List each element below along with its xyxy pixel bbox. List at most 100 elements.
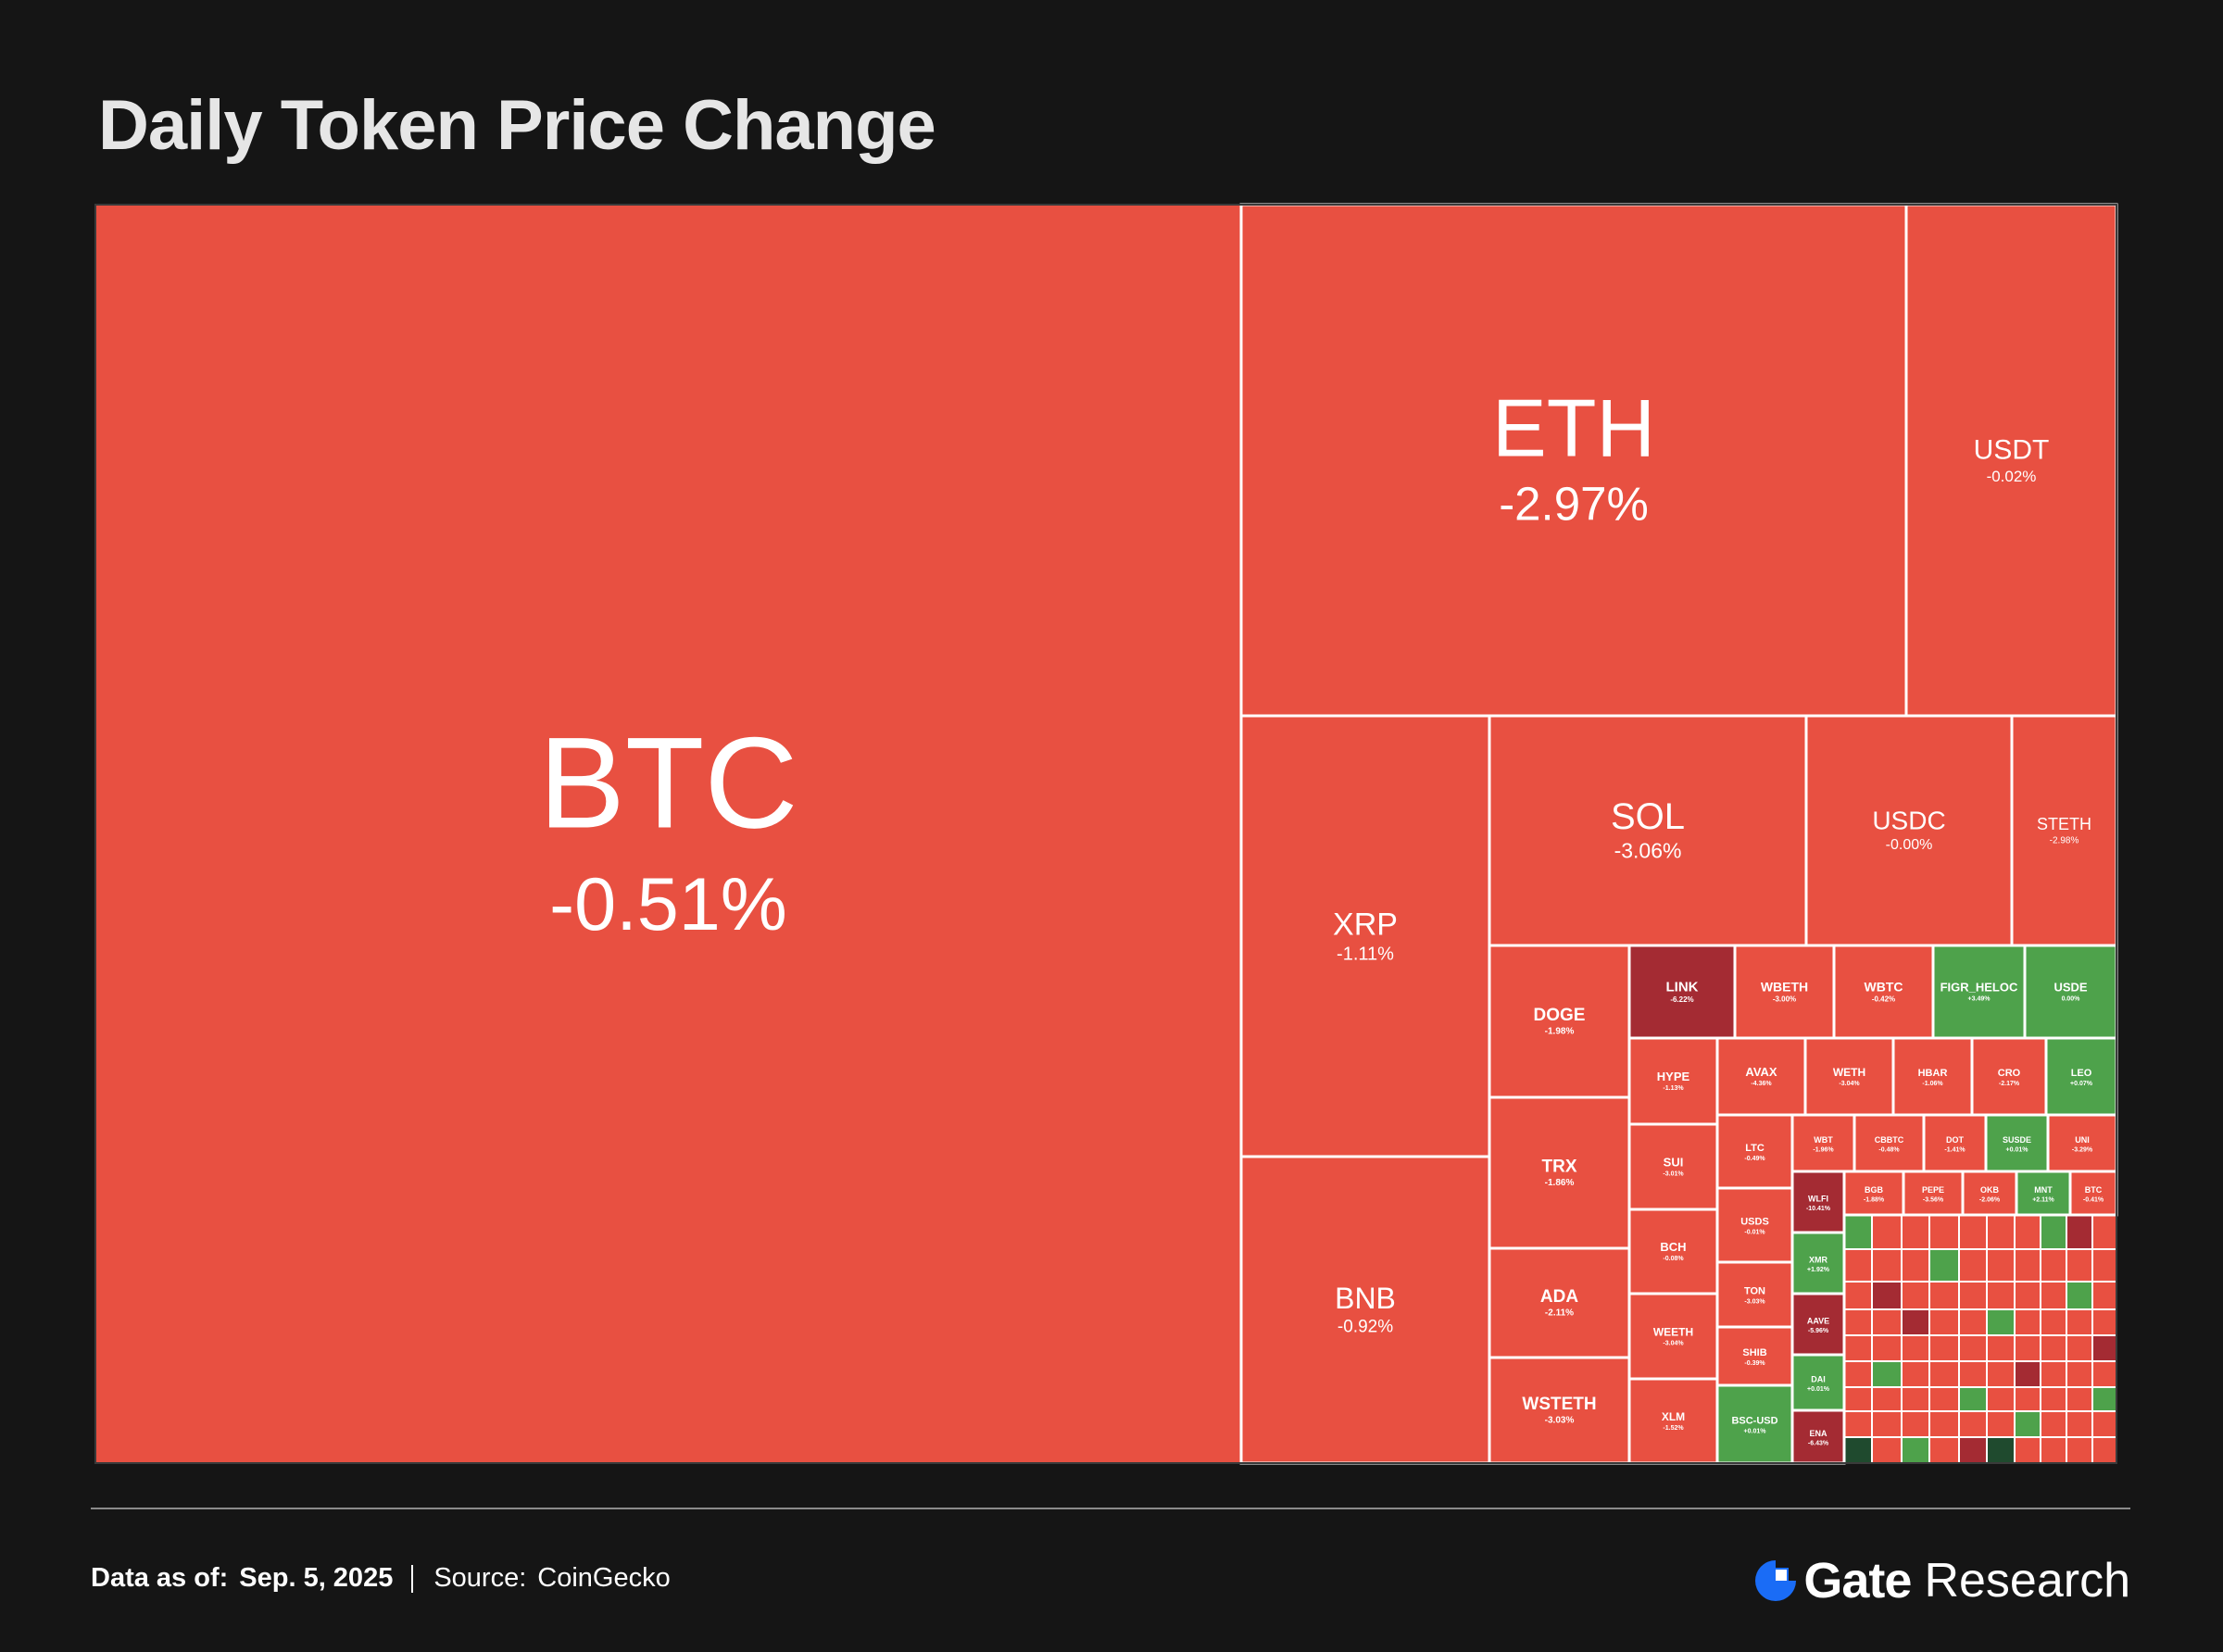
brand-suffix: Research	[1924, 1554, 2130, 1608]
treemap-tile: LTC -0.49%	[1715, 1113, 1794, 1190]
micro-tile	[2014, 1214, 2041, 1250]
gate-research-logo: Gate Research	[1752, 1552, 2130, 1609]
micro-tile	[1843, 1214, 1873, 1250]
treemap-svg: BTC-0.51%ETH-2.97%USDT-0.02%XRP-1.11%BNB…	[94, 203, 2118, 1465]
tile-change: -3.00%	[1773, 995, 1796, 1004]
gate-logo-icon	[1755, 1560, 1797, 1601]
tile-rect	[1804, 714, 2014, 947]
micro-tile	[2091, 1386, 2117, 1412]
tile-change: -0.49%	[1744, 1156, 1765, 1162]
tile-change: -1.41%	[1944, 1147, 1966, 1154]
tile-label: DOT	[1946, 1135, 1965, 1145]
source-value: CoinGecko	[537, 1563, 671, 1593]
tile-change: -3.03%	[1545, 1415, 1575, 1425]
treemap-tile: XLM -1.52%	[1627, 1377, 1719, 1465]
tile-change: -1.11%	[1337, 944, 1394, 964]
tile-rect	[1961, 1170, 2018, 1217]
tile-rect	[1627, 944, 1737, 1040]
micro-tile	[1843, 1410, 1873, 1438]
micro-tile	[1871, 1386, 1903, 1412]
treemap-tile: AVAX -4.36%	[1715, 1036, 1807, 1117]
tile-change: -2.98%	[2050, 835, 2079, 845]
tile-rect	[1842, 1170, 1905, 1217]
treemap-tile: WLFI -10.41%	[1790, 1170, 1846, 1234]
micro-tile	[1871, 1248, 1903, 1283]
micro-tile	[1843, 1281, 1873, 1310]
micro-tile	[1958, 1360, 1988, 1388]
micro-tile	[1871, 1308, 1903, 1336]
micro-tile	[2091, 1334, 2117, 1362]
tile-change: -0.51%	[549, 863, 787, 946]
brand-name: Gate	[1803, 1553, 1912, 1608]
micro-tile	[2014, 1248, 2041, 1283]
tile-change: -2.06%	[1979, 1197, 2001, 1204]
tile-label: BCH	[1660, 1240, 1686, 1254]
micro-tile	[1871, 1281, 1903, 1310]
tile-change: -6.43%	[1808, 1441, 1829, 1447]
tile-label: OKB	[1980, 1185, 2000, 1195]
micro-tile	[1843, 1248, 1873, 1283]
tile-label: SUSDE	[2003, 1135, 2031, 1145]
tile-change: +0.07%	[2070, 1081, 2093, 1087]
micro-tile	[1958, 1410, 1988, 1438]
treemap-tile: STETH -2.98%	[2010, 714, 2118, 947]
tile-rect	[2010, 714, 2118, 947]
micro-tile	[1843, 1386, 1873, 1412]
micro-tile	[2014, 1386, 2041, 1412]
micro-tile	[2091, 1214, 2117, 1250]
treemap-tile: USDC -0.00%	[1804, 714, 2014, 947]
micro-tile	[1871, 1410, 1903, 1438]
tile-change: -1.13%	[1663, 1085, 1684, 1092]
micro-tile	[1958, 1214, 1988, 1250]
micro-tile	[1871, 1360, 1903, 1388]
tile-label: WEETH	[1653, 1325, 1693, 1338]
tile-label: LTC	[1745, 1143, 1765, 1154]
micro-tile	[1843, 1334, 1873, 1362]
tile-label: BTC	[2085, 1185, 2103, 1195]
micro-tile	[1958, 1281, 1988, 1310]
tile-change: +0.01%	[2006, 1147, 2029, 1154]
tile-label: UNI	[2075, 1135, 2090, 1145]
tile-change: -4.36%	[1751, 1081, 1772, 1087]
treemap-tile: USDS -0.01%	[1715, 1186, 1794, 1264]
tile-label: CBBTC	[1875, 1135, 1904, 1145]
treemap-tile: TRX-1.86%	[1488, 1095, 1631, 1250]
micro-tile	[1928, 1308, 1960, 1336]
tile-change: -1.98%	[1545, 1026, 1575, 1036]
tile-label: HBAR	[1918, 1068, 1948, 1079]
micro-tile	[1871, 1334, 1903, 1362]
treemap-tile: DAI +0.01%	[1790, 1353, 1846, 1412]
tile-rect	[1790, 1231, 1846, 1295]
treemap-tile: ADA-2.11%	[1488, 1246, 1631, 1359]
treemap-tile: BTC -0.41%	[2068, 1170, 2118, 1217]
micro-tile	[1986, 1386, 2016, 1412]
tile-change: -1.96%	[1813, 1147, 1834, 1154]
tile-label: AAVE	[1807, 1317, 1829, 1326]
tile-change: +1.92%	[1807, 1267, 1830, 1273]
tile-rect	[1239, 1155, 1491, 1465]
micro-tile	[1958, 1386, 1988, 1412]
tile-label: BTC	[539, 710, 798, 856]
treemap-tile: HYPE -1.13%	[1627, 1036, 1719, 1126]
treemap-tile: BNB -0.92%	[1239, 1155, 1491, 1465]
tile-label: PEPE	[1922, 1185, 1944, 1195]
tile-rect	[2068, 1170, 2118, 1217]
micro-tile	[1928, 1386, 1960, 1412]
tile-rect	[1832, 944, 1935, 1040]
tile-rect	[2015, 1170, 2072, 1217]
tile-label: USDT	[1974, 435, 2050, 466]
micro-tile	[2040, 1214, 2067, 1250]
tile-label: MNT	[2034, 1185, 2053, 1195]
treemap-tile: WBT -1.96%	[1790, 1113, 1856, 1173]
micro-tile	[1958, 1308, 1988, 1336]
treemap-tile: WBETH-3.00%	[1733, 944, 1836, 1040]
treemap-tile: PEPE -3.56%	[1902, 1170, 1965, 1217]
chart-frame	[94, 204, 2117, 1464]
treemap-tile: DOT -1.41%	[1922, 1113, 1988, 1173]
tile-rect	[1627, 1122, 1719, 1211]
treemap-tile: SUI-3.01%	[1627, 1122, 1719, 1211]
treemap-tile: CRO -2.17%	[1970, 1036, 2048, 1117]
tile-change: -0.01%	[1744, 1229, 1765, 1235]
tile-rect	[1488, 714, 1808, 947]
